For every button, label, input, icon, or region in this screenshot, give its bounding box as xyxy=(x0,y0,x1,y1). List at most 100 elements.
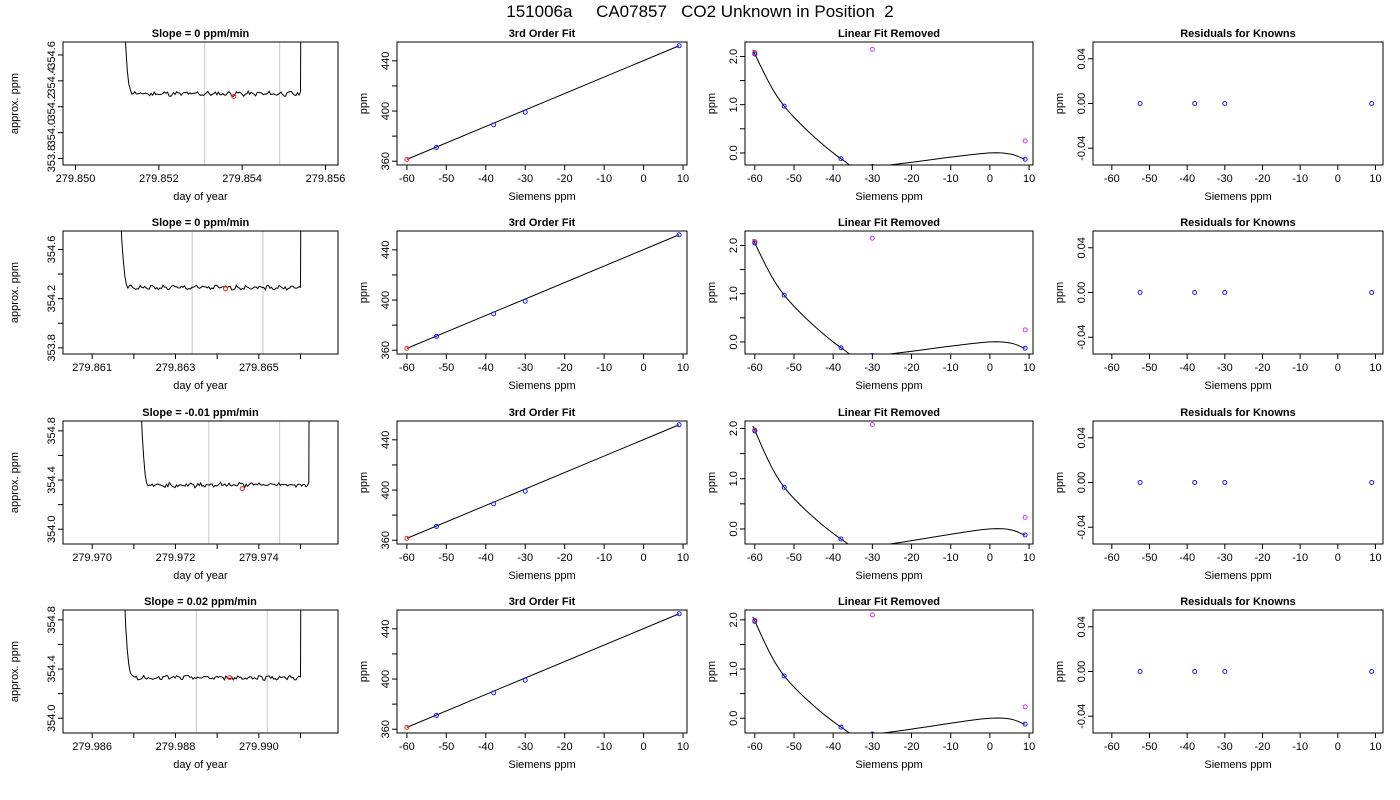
y-tick-label: 0.0 xyxy=(728,334,740,349)
x-axis: -60 -50 -40 -30 -20 -10 0 10 Siemens ppm xyxy=(399,733,689,771)
plot-frame xyxy=(62,230,339,355)
x-tick-label: 10 xyxy=(1369,741,1381,753)
x-axis: -60 -50 -40 -30 -20 -10 0 10 Siemens ppm xyxy=(1104,544,1382,582)
y-tick-label: 360 xyxy=(380,720,392,738)
x-tick-label: -10 xyxy=(1292,552,1308,564)
y-axis: -0.04 0.00 0.04 ppm xyxy=(1054,237,1093,350)
data-point-outlier xyxy=(1022,327,1028,333)
x-axis: -60 -50 -40 -30 -20 -10 0 10 Siemens ppm xyxy=(747,165,1035,203)
data-point-known xyxy=(838,156,844,162)
data-point-unknown xyxy=(404,156,410,162)
x-tick-label: -40 xyxy=(825,552,841,564)
y-axis: 0.0 1.0 2.0 ppm xyxy=(706,612,745,726)
data-point-known xyxy=(1192,480,1198,485)
x-tick-label: -30 xyxy=(1217,362,1233,374)
y-axis-label: approx. ppm xyxy=(9,262,21,323)
x-tick-label: -60 xyxy=(1104,552,1120,564)
data-point-known xyxy=(433,712,439,718)
y-tick-label: 2.0 xyxy=(728,238,740,253)
y-tick-label: -0.04 xyxy=(1076,515,1088,540)
x-tick-label: 10 xyxy=(1023,741,1035,753)
x-tick-label: -60 xyxy=(747,741,763,753)
panel-r3c3: Linear Fit Removed -60 -50 -40 -30 -20 -10 0 10 S… xyxy=(706,407,1035,582)
y-axis-label: ppm xyxy=(706,93,718,114)
x-tick-label: -50 xyxy=(786,552,802,564)
y-tick-label: 440 xyxy=(380,620,392,638)
data-point-known xyxy=(1192,290,1198,295)
x-tick-label: 0 xyxy=(1335,741,1341,753)
x-axis: 279.861 279.863 279.865 day of year xyxy=(72,354,301,392)
x-tick-label: -10 xyxy=(943,173,959,185)
data-point-known xyxy=(781,103,787,109)
trace-line xyxy=(124,610,302,682)
y-tick-label: 354.0 xyxy=(46,515,58,543)
panel-r2c3: Linear Fit Removed -60 -50 -40 -30 -20 -10 0 10 S… xyxy=(706,217,1035,392)
data-point-outlier xyxy=(869,46,875,52)
plot-frame xyxy=(1092,609,1384,734)
data-layer xyxy=(752,422,1028,544)
data-point-known xyxy=(522,677,528,683)
x-tick-label: -10 xyxy=(596,552,612,564)
y-axis-label: ppm xyxy=(1054,661,1066,682)
fit-curve xyxy=(752,238,1026,354)
trace-line xyxy=(141,421,310,489)
y-tick-label: -0.04 xyxy=(1076,325,1088,350)
y-axis-label: ppm xyxy=(706,472,718,493)
plot-frame xyxy=(396,420,688,545)
data-point-known xyxy=(491,501,497,507)
data-layer xyxy=(404,422,682,541)
x-tick-label: -30 xyxy=(517,741,533,753)
x-tick-label: -10 xyxy=(943,741,959,753)
y-tick-label: 354.4 xyxy=(46,655,58,683)
x-axis-label: Siemens ppm xyxy=(508,570,575,582)
x-tick-label: -50 xyxy=(786,173,802,185)
x-axis: -60 -50 -40 -30 -20 -10 0 10 Siemens ppm xyxy=(747,733,1035,771)
x-tick-label: 279.854 xyxy=(222,173,262,185)
data-layer xyxy=(1137,101,1375,106)
y-tick-label: 354.0 xyxy=(46,704,58,732)
y-tick-label: 0.04 xyxy=(1076,48,1088,69)
x-tick-label: 10 xyxy=(1369,362,1381,374)
panel-r2c2: 3rd Order Fit -60 -50 -40 -30 -20 -10 0 10 Siemen… xyxy=(358,217,689,392)
x-tick-label: -20 xyxy=(557,741,573,753)
y-tick-label: 2.0 xyxy=(728,49,740,64)
x-tick-label: 0 xyxy=(641,362,647,374)
x-tick-label: -40 xyxy=(825,741,841,753)
plot-frame xyxy=(744,420,1034,545)
y-axis: 0.0 1.0 2.0 ppm xyxy=(706,49,745,161)
y-tick-label: 1.0 xyxy=(728,286,740,301)
x-tick-label: 0 xyxy=(987,552,993,564)
panel-r1c3: Linear Fit Removed -60 -50 -40 -30 -20 -10 0 10 S… xyxy=(706,28,1035,203)
data-layer xyxy=(141,421,310,492)
data-point-unknown xyxy=(404,724,410,730)
x-axis-label: Siemens ppm xyxy=(855,759,922,771)
fit-curve xyxy=(752,425,1026,544)
x-tick-label: -20 xyxy=(1255,741,1271,753)
x-tick-label: -10 xyxy=(943,552,959,564)
x-axis: -60 -50 -40 -30 -20 -10 0 10 Siemens ppm xyxy=(399,165,689,203)
data-layer xyxy=(1137,669,1375,674)
x-tick-label: 10 xyxy=(1369,173,1381,185)
x-axis: -60 -50 -40 -30 -20 -10 0 10 Siemens ppm xyxy=(1104,354,1382,392)
x-tick-label: -60 xyxy=(1104,741,1120,753)
data-layer xyxy=(125,42,302,99)
y-axis: 360 400 440 ppm xyxy=(358,241,397,359)
y-axis-label: ppm xyxy=(358,472,370,493)
data-point-known xyxy=(838,345,844,351)
panel-title: Linear Fit Removed xyxy=(838,28,940,40)
x-tick-label: -10 xyxy=(596,741,612,753)
y-tick-label: 400 xyxy=(380,291,392,309)
x-tick-label: 10 xyxy=(677,552,689,564)
x-axis: -60 -50 -40 -30 -20 -10 0 10 Siemens ppm xyxy=(747,544,1035,582)
x-tick-label: 10 xyxy=(1023,362,1035,374)
data-point-known xyxy=(1369,101,1375,106)
x-tick-label: -60 xyxy=(747,552,763,564)
data-layer xyxy=(404,232,682,351)
data-point-known xyxy=(870,352,875,354)
x-tick-label: 10 xyxy=(1023,552,1035,564)
data-point-outlier xyxy=(869,422,875,428)
x-tick-label: -20 xyxy=(904,173,920,185)
data-layer xyxy=(752,612,1028,733)
x-tick-label: -20 xyxy=(904,362,920,374)
